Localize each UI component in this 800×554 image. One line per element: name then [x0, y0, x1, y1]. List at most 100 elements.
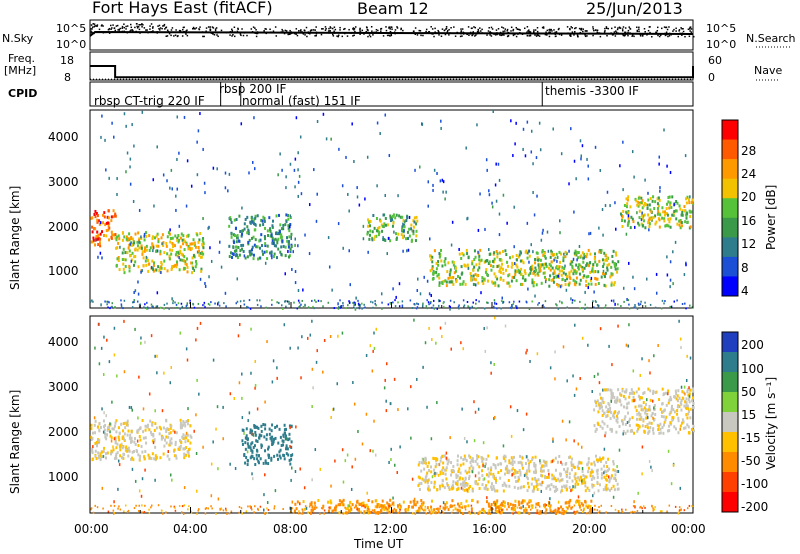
power-cell — [152, 267, 155, 271]
velocity-cell — [421, 461, 424, 465]
velocity-cell — [577, 502, 580, 506]
power-cell — [684, 220, 687, 224]
velocity-cell — [581, 336, 584, 340]
velocity-cell — [634, 511, 636, 514]
velocity-cell — [680, 402, 683, 406]
velocity-cell — [647, 387, 650, 391]
power-cell — [366, 232, 369, 236]
velocity-cell — [456, 482, 459, 486]
power-cell — [556, 255, 559, 259]
velocity-cell — [503, 481, 506, 485]
power-cell — [529, 268, 532, 272]
velocity-cell — [264, 473, 266, 477]
nsky-point — [320, 33, 323, 36]
velocity-cell — [373, 331, 375, 335]
nsky-point — [194, 28, 196, 30]
power-cell — [259, 238, 262, 242]
velocity-cell — [676, 412, 679, 416]
power-cell — [643, 201, 646, 205]
power-cell — [371, 238, 374, 242]
velocity-cell — [427, 478, 430, 482]
power-cell — [373, 226, 376, 230]
velocity-cell — [495, 480, 498, 484]
velocity-cell — [420, 506, 423, 510]
velocity-cell — [605, 405, 608, 409]
velocity-cell — [677, 431, 680, 435]
nsky-point — [479, 30, 482, 32]
velocity-cell — [547, 504, 550, 508]
velocity-cell — [638, 425, 641, 429]
power-cell — [395, 232, 398, 236]
power-cell — [155, 249, 158, 253]
power-cell — [258, 256, 261, 260]
power-cell — [500, 258, 503, 262]
power-cell — [322, 305, 324, 308]
velocity-cell — [670, 482, 673, 486]
power-cell — [103, 215, 106, 219]
velocity-cell — [627, 401, 630, 405]
power-cell — [96, 230, 99, 234]
power-cell — [477, 250, 479, 254]
velocity-cell — [449, 473, 452, 477]
power-cell — [133, 255, 136, 259]
velocity-cell — [454, 507, 457, 511]
power-cell — [403, 225, 406, 229]
velocity-cell — [276, 457, 279, 461]
nsky-point — [580, 29, 583, 31]
x-tick: 16:00 — [472, 522, 507, 536]
nsky-point — [130, 23, 132, 26]
velocity-cell — [431, 475, 434, 479]
power-cell — [163, 267, 166, 271]
power-cell — [515, 263, 518, 267]
velocity-cell — [524, 507, 527, 511]
velocity-cell — [529, 460, 532, 464]
power-cell — [447, 261, 450, 265]
velocity-cell — [363, 512, 365, 515]
velocity-cell — [585, 475, 588, 479]
power-cbar-tick: 16 — [741, 214, 757, 228]
power-cell — [494, 183, 497, 187]
power-cell — [230, 235, 233, 239]
velocity-cell — [605, 474, 608, 478]
power-cell — [594, 145, 597, 149]
velocity-cell — [278, 427, 281, 431]
velocity-cell — [477, 407, 480, 411]
velocity-cell — [374, 505, 377, 509]
power-cell — [279, 235, 282, 239]
power-cell — [286, 236, 289, 240]
power-cell — [666, 213, 669, 217]
velocity-cell — [285, 447, 288, 451]
power-cell — [186, 234, 189, 238]
velocity-cell — [276, 376, 278, 380]
velocity-cell — [229, 462, 231, 466]
power-cell — [383, 222, 386, 226]
velocity-cell — [346, 453, 349, 457]
power-cell — [381, 307, 383, 310]
nsky-point — [195, 27, 198, 29]
velocity-cell — [650, 414, 653, 418]
power-cell — [294, 281, 297, 285]
power-cell — [176, 115, 179, 119]
velocity-cell — [451, 483, 454, 487]
power-cell — [661, 299, 664, 302]
velocity-cell — [151, 421, 154, 425]
power-cell — [381, 229, 384, 233]
velocity-cell — [317, 498, 320, 502]
velocity-cell — [678, 509, 681, 512]
velocity-cell — [94, 455, 97, 459]
velocity-cell — [434, 471, 436, 475]
velocity-cell — [115, 452, 118, 456]
velocity-cell — [668, 398, 671, 402]
velocity-cell — [373, 510, 376, 514]
power-cell — [356, 195, 359, 199]
velocity-cell — [614, 399, 617, 403]
power-cell — [386, 223, 389, 227]
velocity-cell — [637, 427, 640, 431]
power-cell — [544, 271, 547, 275]
nsky-point — [445, 27, 448, 30]
velocity-cell — [148, 392, 151, 396]
velocity-cell — [586, 486, 589, 490]
velocity-cell — [551, 477, 554, 481]
velocity-cell — [640, 505, 642, 508]
velocity-cell — [323, 338, 326, 342]
